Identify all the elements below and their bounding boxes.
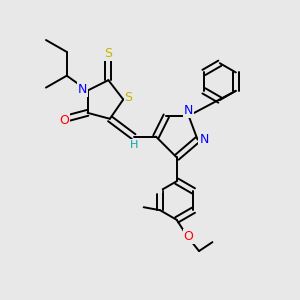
Text: O: O — [59, 114, 69, 127]
Text: N: N — [77, 82, 87, 96]
Text: N: N — [184, 104, 193, 117]
Text: H: H — [130, 140, 138, 150]
Text: S: S — [124, 92, 133, 104]
Text: O: O — [184, 230, 194, 243]
Text: N: N — [200, 133, 209, 146]
Text: S: S — [104, 47, 112, 61]
